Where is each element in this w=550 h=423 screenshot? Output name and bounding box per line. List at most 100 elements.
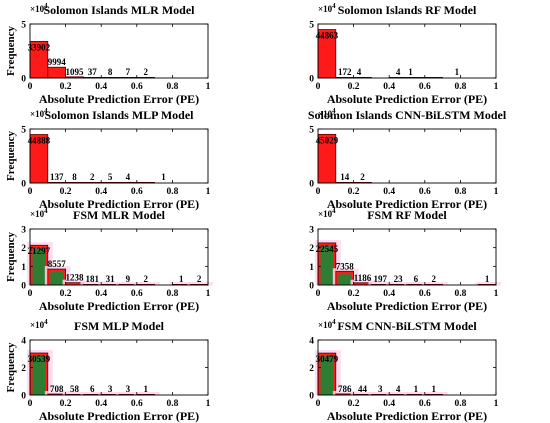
- bar-shadow: [169, 281, 196, 286]
- data-label: 197: [374, 274, 388, 284]
- x-tick-label: 0.6: [419, 399, 431, 409]
- x-tick-label: 0.8: [454, 187, 466, 197]
- data-label: 1: [179, 274, 184, 284]
- data-label: 1: [408, 67, 413, 77]
- x-axis-label: Absolute Prediction Error (PE): [327, 92, 487, 106]
- data-label: 6: [414, 274, 419, 284]
- x-tick-label: 0.6: [419, 187, 431, 197]
- chart-title: Solomon Islands RF Model: [338, 3, 477, 17]
- y-exponent-base: ×10: [30, 320, 45, 330]
- bar-shadow: [133, 391, 160, 396]
- x-tick-label: 0: [28, 82, 33, 92]
- bar-shadow: [368, 281, 395, 286]
- data-label: 44: [358, 384, 368, 394]
- data-label: 172: [338, 67, 352, 77]
- x-tick-label: 0.4: [95, 289, 107, 299]
- y-exponent-base: ×10: [30, 4, 45, 14]
- y-axis-label: Frequency: [5, 232, 17, 282]
- chart-title: Solomon Islands CNN-BiLSTM Model: [308, 108, 507, 122]
- bar-shadow: [332, 390, 359, 395]
- bar-core: [50, 272, 64, 285]
- x-tick-label: 0.2: [60, 82, 72, 92]
- chart-title: FSM CNN-BiLSTM Model: [337, 319, 477, 333]
- y-exponent-base: ×10: [318, 109, 333, 119]
- y-exponent-label: ×104: [318, 318, 336, 330]
- histogram-panel-1: Solomon Islands MLR Model×104 Frequency 33…: [5, 2, 211, 106]
- x-axis-label: Absolute Prediction Error (PE): [39, 409, 199, 423]
- data-label: 44888: [28, 136, 51, 146]
- x-tick-label: 0: [316, 82, 321, 92]
- x-tick-label: 0.4: [95, 82, 107, 92]
- x-tick-label: 0.6: [419, 82, 431, 92]
- y-exponent-base: ×10: [30, 109, 45, 119]
- data-label: 45029: [316, 135, 339, 145]
- data-label: 1: [485, 274, 490, 284]
- y-tick-label: 3: [21, 226, 26, 236]
- x-tick-label: 0.6: [131, 187, 143, 197]
- x-tick-label: 0.4: [383, 187, 395, 197]
- x-tick-label: 0.6: [131, 289, 143, 299]
- bar-shadow: [116, 281, 142, 286]
- data-label: 1186: [354, 273, 372, 283]
- chart-title: FSM RF Model: [367, 208, 447, 222]
- y-exponent-power: 4: [332, 2, 336, 10]
- x-tick-label: 1: [494, 187, 499, 197]
- y-tick-label: 5: [309, 21, 314, 31]
- x-tick-label: 0.8: [166, 187, 178, 197]
- x-axis-label: Absolute Prediction Error (PE): [39, 92, 199, 106]
- data-label: 8: [72, 172, 77, 182]
- y-exponent-label: ×104: [30, 318, 48, 330]
- x-tick-label: 0.8: [166, 82, 178, 92]
- data-label: 4: [357, 67, 362, 77]
- x-tick-label: 0: [316, 289, 321, 299]
- data-label: 7: [126, 67, 131, 77]
- bar-shadow: [116, 391, 142, 396]
- y-exponent-label: ×104: [30, 2, 48, 14]
- data-label: 2: [360, 172, 365, 182]
- plot-frame: [317, 128, 497, 184]
- bar-shadow: [62, 391, 89, 396]
- chart-title: FSM MLR Model: [73, 208, 166, 222]
- x-tick-label: 0.2: [348, 82, 360, 92]
- data-label: 22545: [316, 244, 339, 254]
- bar-core: [320, 245, 334, 285]
- x-tick-label: 0.8: [454, 399, 466, 409]
- bar-shadow: [404, 391, 430, 396]
- y-tick-label: 2: [309, 364, 314, 374]
- data-label: 44863: [316, 31, 339, 41]
- y-exponent-base: ×10: [318, 4, 333, 14]
- data-label: 8557: [48, 259, 67, 269]
- x-tick-label: 0: [28, 187, 33, 197]
- data-label: 1238: [66, 273, 85, 283]
- y-exponent-label: ×104: [30, 107, 48, 119]
- y-tick-label: 0: [21, 392, 26, 402]
- y-axis-label: Frequency: [5, 131, 17, 181]
- y-tick-label: 4: [21, 337, 26, 347]
- data-label: 31: [106, 274, 116, 284]
- y-tick-label: 1: [309, 263, 314, 273]
- bar-shadow: [44, 391, 71, 395]
- x-tick-label: 0.8: [166, 399, 178, 409]
- x-axis-label: Absolute Prediction Error (PE): [327, 409, 487, 423]
- data-label: 1: [161, 172, 166, 182]
- x-tick-label: 0.4: [95, 187, 107, 197]
- y-tick-label: 5: [21, 126, 26, 136]
- y-axis-label: Frequency: [5, 342, 17, 392]
- y-tick-label: 2: [21, 364, 26, 374]
- data-label: 3: [378, 384, 383, 394]
- bar-shadow: [350, 391, 377, 396]
- y-exponent-power: 4: [44, 318, 48, 326]
- data-label: 5: [108, 172, 113, 182]
- data-label: 2: [143, 67, 148, 77]
- x-tick-label: 0.8: [454, 82, 466, 92]
- y-tick-label: 4: [309, 337, 314, 347]
- data-label: 3: [126, 384, 131, 394]
- bar-shadow: [421, 281, 448, 286]
- x-tick-label: 0.4: [95, 399, 107, 409]
- bar-shadow: [98, 281, 124, 286]
- y-exponent-power: 4: [332, 207, 336, 215]
- x-tick-label: 1: [494, 82, 499, 92]
